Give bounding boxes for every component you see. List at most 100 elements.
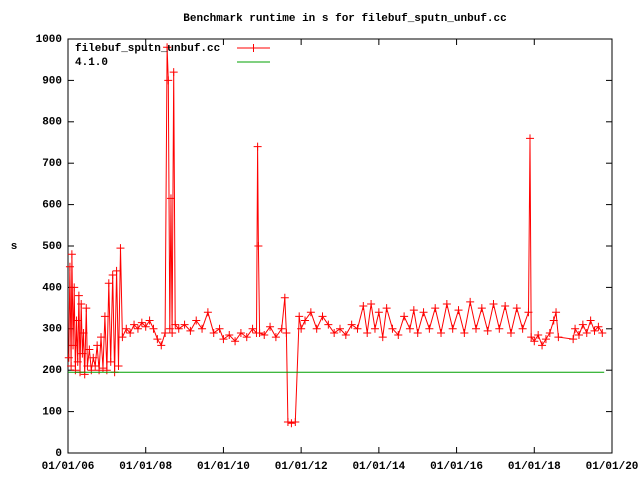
point-marker: [582, 328, 591, 337]
point-marker: [254, 242, 263, 250]
point-marker: [594, 322, 603, 331]
point-marker: [231, 337, 240, 346]
point-marker: [255, 328, 264, 337]
point-marker: [203, 308, 212, 317]
point-marker: [236, 328, 245, 337]
point-marker: [569, 335, 578, 344]
point-marker: [70, 283, 79, 292]
y-tick-label: 800: [42, 117, 62, 129]
point-marker: [330, 328, 339, 337]
y-tick-label: 600: [42, 200, 62, 212]
point-marker: [122, 324, 131, 333]
point-marker: [219, 335, 228, 344]
point-marker: [336, 324, 344, 333]
point-marker: [578, 320, 587, 329]
legend-label: 4.1.0: [75, 57, 108, 69]
point-marker: [164, 76, 173, 85]
y-tick-label: 900: [42, 75, 62, 87]
x-tick-label: 01/01/10: [197, 461, 250, 473]
point-marker: [382, 304, 391, 313]
point-marker: [79, 328, 88, 337]
point-marker: [180, 320, 189, 329]
point-marker: [437, 328, 446, 337]
point-marker: [108, 270, 117, 279]
point-marker: [91, 362, 100, 371]
point-marker: [209, 328, 218, 337]
point-marker: [400, 312, 409, 321]
point-marker: [306, 308, 315, 317]
chart-title: Benchmark runtime in s for filebuf_sputn…: [183, 13, 506, 25]
point-marker: [466, 297, 475, 306]
point-marker: [97, 333, 106, 342]
point-marker: [71, 366, 80, 375]
point-marker: [282, 328, 291, 337]
point-marker: [295, 312, 304, 321]
point-marker: [266, 322, 275, 331]
point-marker: [72, 316, 81, 325]
y-tick-label: 200: [42, 365, 62, 377]
point-marker: [168, 328, 177, 337]
point-marker: [297, 324, 306, 333]
point-marker: [93, 341, 102, 350]
point-marker: [215, 324, 224, 333]
point-marker: [283, 417, 292, 426]
point-marker: [534, 331, 543, 340]
point-marker: [598, 328, 607, 337]
point-marker: [518, 324, 527, 333]
point-marker: [98, 364, 107, 373]
point-marker: [165, 324, 174, 333]
point-marker: [574, 331, 583, 340]
point-marker: [145, 316, 154, 325]
point-marker: [78, 349, 87, 358]
point-marker: [141, 322, 150, 331]
point-marker: [157, 341, 166, 350]
point-marker: [353, 324, 362, 333]
point-marker: [174, 324, 183, 333]
point-marker: [425, 324, 434, 333]
point-marker: [477, 304, 486, 313]
point-marker: [538, 341, 547, 350]
x-tick-label: 01/01/18: [508, 461, 561, 473]
point-marker: [545, 328, 554, 337]
point-marker: [126, 328, 135, 337]
point-marker: [378, 333, 387, 342]
point-marker: [67, 250, 76, 259]
point-marker: [571, 324, 580, 333]
point-marker: [301, 316, 310, 325]
point-marker: [277, 324, 286, 333]
legend-marker: [249, 44, 258, 52]
point-marker: [100, 312, 109, 321]
point-marker: [405, 324, 414, 333]
point-marker: [472, 324, 480, 333]
point-marker: [87, 366, 96, 375]
point-marker: [171, 320, 180, 329]
point-marker: [83, 362, 92, 371]
point-marker: [287, 419, 296, 428]
y-tick-label: 1000: [36, 34, 62, 46]
point-marker: [454, 306, 463, 315]
point-marker: [374, 308, 383, 317]
point-marker: [65, 262, 74, 271]
point-marker: [102, 366, 111, 375]
point-marker: [153, 335, 162, 344]
x-tick-label: 01/01/06: [42, 461, 95, 473]
point-marker: [130, 320, 139, 329]
point-marker: [552, 308, 561, 317]
point-marker: [271, 333, 280, 342]
point-marker: [112, 266, 121, 275]
point-marker: [161, 328, 170, 337]
point-marker: [530, 337, 539, 346]
point-marker: [586, 316, 595, 325]
point-marker: [409, 306, 418, 315]
point-marker: [554, 333, 563, 342]
point-marker: [260, 331, 269, 340]
y-tick-label: 100: [42, 407, 62, 419]
y-axis-label: s: [11, 241, 18, 253]
point-marker: [388, 324, 397, 333]
point-marker: [242, 333, 251, 342]
point-marker: [89, 353, 98, 362]
x-tick-label: 01/01/08: [119, 461, 172, 473]
point-marker: [149, 324, 158, 333]
point-marker: [248, 324, 257, 333]
